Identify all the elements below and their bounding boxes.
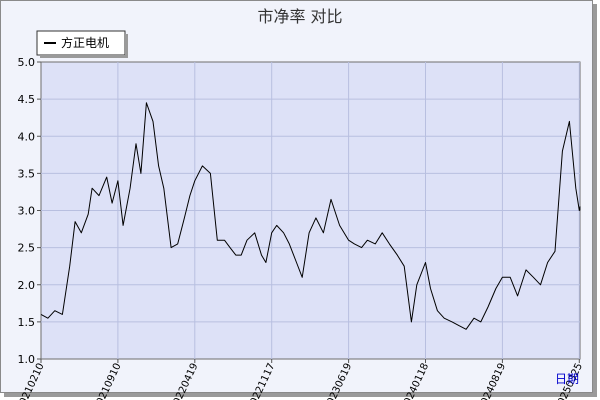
grid: [41, 62, 580, 359]
series-lines: [40, 102, 581, 330]
legend-shadow: [125, 34, 128, 58]
legend-shadow-bottom: [40, 55, 128, 58]
y-tick-label: 4.5: [18, 93, 36, 106]
x-tick-label: 20210210: [15, 362, 46, 400]
y-tick-label: 2.5: [18, 242, 36, 255]
legend-box: [36, 30, 126, 56]
series-line: [40, 102, 581, 330]
y-tick-label: 3.0: [18, 205, 36, 218]
x-axis-ticks: 20210210 20210910 20220419 20221117 20230619…: [15, 359, 585, 400]
y-axis-ticks: 1.0 1.5 2.0 2.5 3.0 3.5 4.0 4.5 5.0: [18, 56, 41, 366]
x-axis-label[interactable]: 日期: [555, 372, 579, 386]
x-tick-label: 20240118: [400, 362, 431, 400]
y-tick-label: 4.0: [18, 130, 36, 143]
legend: 方正电机: [36, 30, 128, 58]
y-tick-label: 5.0: [18, 56, 36, 69]
x-tick-label: 20220419: [169, 362, 200, 400]
y-tick-label: 2.0: [18, 279, 36, 292]
x-tick-label: 20221117: [246, 362, 277, 400]
x-tick-label: 20210910: [92, 362, 123, 400]
y-tick-label: 1.0: [18, 353, 36, 366]
legend-label: 方正电机: [61, 35, 109, 50]
x-tick-label: 20230619: [323, 362, 354, 400]
y-tick-label: 3.5: [18, 167, 36, 180]
chart-title: 市净率 对比: [257, 7, 342, 26]
x-tick-label: 20240819: [477, 362, 508, 400]
y-tick-label: 1.5: [18, 316, 36, 329]
